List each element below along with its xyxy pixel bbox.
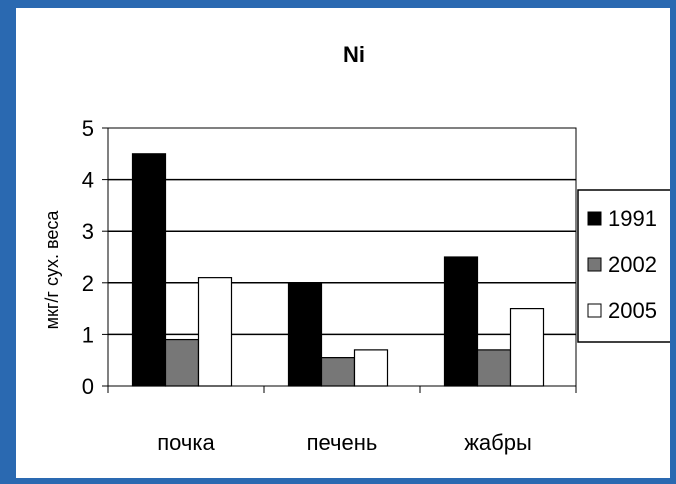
plot-frame <box>107 127 577 387</box>
y-axis-label: мкг/г сух. веса <box>42 210 62 330</box>
legend-label-2005: 2005 <box>608 298 657 323</box>
bar-2002-печень <box>320 357 356 387</box>
legend-swatch-2002 <box>587 257 602 272</box>
bar-2002-жабры <box>476 349 512 387</box>
tick-labels: 0 1 2 3 4 5 почка печень жабры <box>82 116 532 455</box>
legend-swatch-2005 <box>587 303 602 318</box>
bar-1991-печень <box>287 282 323 387</box>
axes <box>102 127 577 393</box>
legend: 1991 2002 2005 <box>577 189 673 343</box>
y-tick-label: 1 <box>82 322 94 347</box>
legend-label-2002: 2002 <box>608 252 657 277</box>
ni-bar-chart: Ni мкг/г сух. веса 0 1 2 3 4 5 почка печень жабр… <box>42 42 673 455</box>
x-tick-label: почка <box>157 430 215 455</box>
bar-1991-почка <box>131 153 167 387</box>
x-tick-label: печень <box>307 430 378 455</box>
chart-panel: Ni мкг/г сух. веса 0 1 2 3 4 5 почка печень жабр… <box>16 8 673 478</box>
bar-2002-почка <box>164 338 200 387</box>
legend-label-1991: 1991 <box>608 206 657 231</box>
y-tick-label: 3 <box>82 219 94 244</box>
gridlines <box>108 178 576 336</box>
y-tick-label: 2 <box>82 271 94 296</box>
y-tick-label: 5 <box>82 116 94 141</box>
y-tick-label: 4 <box>82 168 94 193</box>
legend-swatch-1991 <box>587 211 602 226</box>
bars <box>131 153 545 387</box>
bar-2005-жабры <box>509 308 545 387</box>
bar-1991-жабры <box>443 256 479 387</box>
bar-2005-печень <box>353 349 389 387</box>
x-tick-label: жабры <box>464 430 532 455</box>
bar-2005-почка <box>197 277 233 387</box>
chart-title: Ni <box>343 42 365 67</box>
y-tick-label: 0 <box>82 374 94 399</box>
